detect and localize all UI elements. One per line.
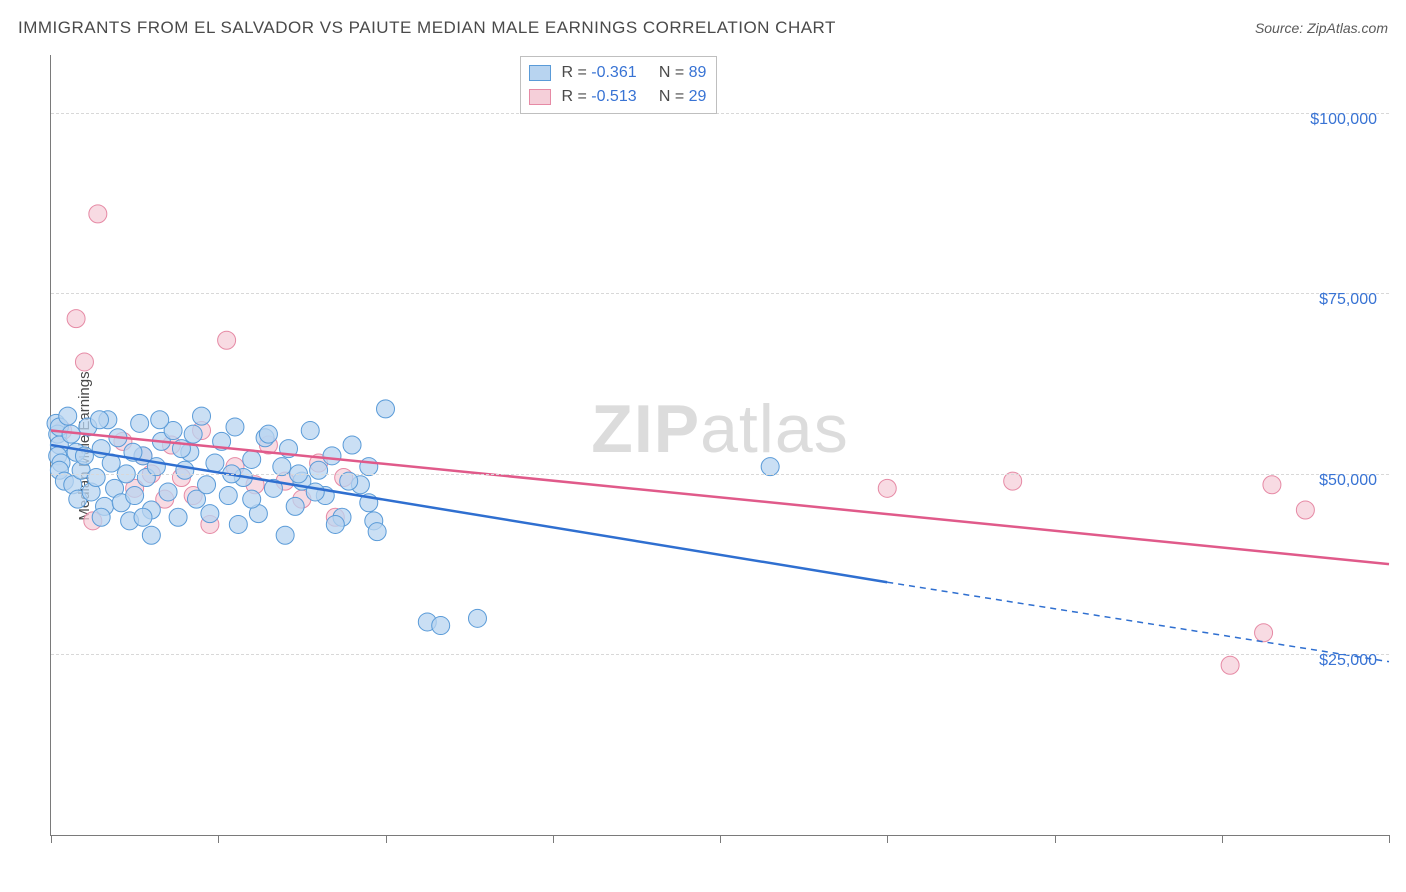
plot-area: ZIPatlas $25,000$50,000$75,000$100,000 0… xyxy=(50,55,1389,836)
chart-svg xyxy=(51,55,1389,835)
r-value-b: -0.513 xyxy=(591,88,636,105)
y-tick-label: $100,000 xyxy=(1310,111,1377,129)
correlation-legend: R = -0.361 N = 89 R = -0.513 N = 29 xyxy=(520,56,717,114)
source-attribution: Source: ZipAtlas.com xyxy=(1255,20,1388,36)
legend-swatch-b-icon xyxy=(529,89,551,105)
r-value-a: -0.361 xyxy=(591,64,636,81)
scatter-series-b xyxy=(54,205,1315,674)
y-tick-label: $75,000 xyxy=(1319,291,1377,309)
n-label-b: N = xyxy=(659,88,689,105)
n-label-a: N = xyxy=(659,64,689,81)
source-label: Source: xyxy=(1255,20,1307,36)
n-value-a: 89 xyxy=(689,64,707,81)
source-value: ZipAtlas.com xyxy=(1307,20,1388,36)
r-label-b: R = xyxy=(561,88,591,105)
y-tick-label: $50,000 xyxy=(1319,472,1377,490)
r-label-a: R = xyxy=(561,64,591,81)
n-value-b: 29 xyxy=(689,88,707,105)
correlation-legend-row-b: R = -0.513 N = 29 xyxy=(529,85,706,109)
legend-swatch-a-icon xyxy=(529,65,551,81)
scatter-series-a xyxy=(47,400,779,635)
correlation-legend-row-a: R = -0.361 N = 89 xyxy=(529,61,706,85)
chart-title: IMMIGRANTS FROM EL SALVADOR VS PAIUTE ME… xyxy=(18,18,836,38)
y-tick-label: $25,000 xyxy=(1319,652,1377,670)
